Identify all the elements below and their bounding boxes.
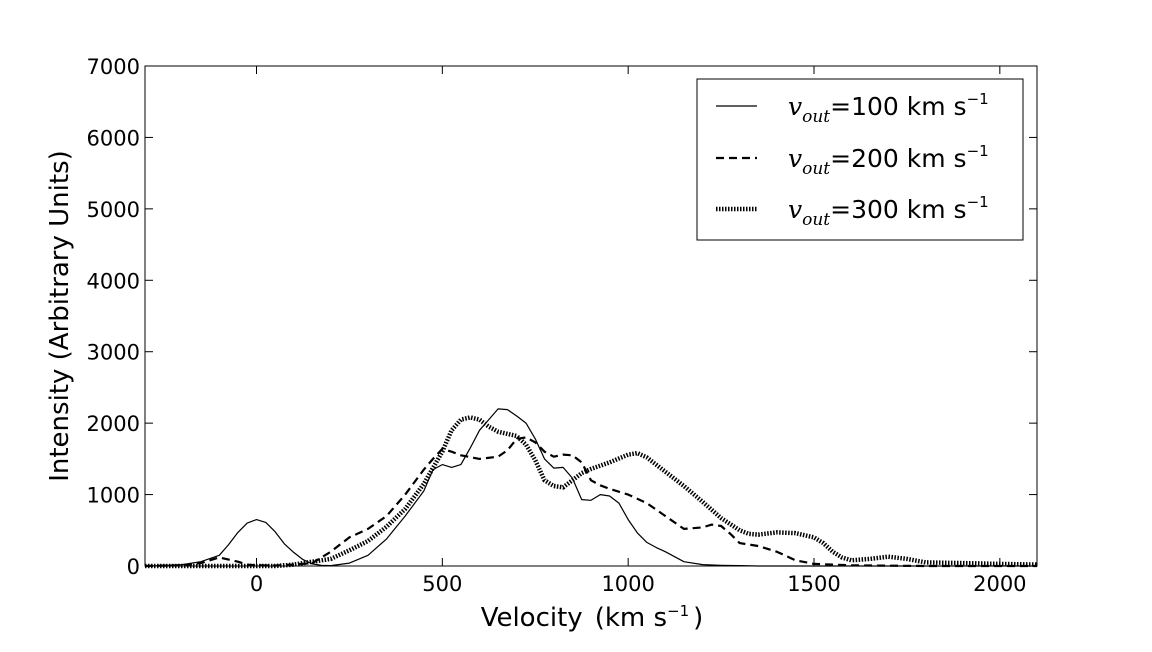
legend: vout=100 km s−1 vout=200 km s−1 vout=300…: [696, 78, 1024, 241]
x-tick-label: 0: [250, 572, 263, 596]
y-tick-label: 6000: [87, 126, 140, 150]
x-tick-label: 1000: [601, 572, 654, 596]
y-tick-label: 1000: [87, 484, 140, 508]
plot-frame: [144, 65, 1038, 567]
series-line-2: [145, 415, 1038, 569]
y-tick-label: 0: [127, 555, 140, 579]
series-layer: [144, 408, 1038, 569]
x-tick-label: 2000: [973, 572, 1026, 596]
y-tick-label: 7000: [87, 55, 140, 79]
series-line-0: [144, 408, 1037, 567]
y-axis-title: Intensity (Arbitrary Units): [45, 150, 75, 482]
legend-label-series-1: vout=200 km s−1: [788, 142, 989, 179]
legend-label-series-0: vout=100 km s−1: [788, 90, 989, 127]
series-line-1: [144, 436, 1037, 568]
y-tick-label: 5000: [87, 198, 140, 222]
y-tick-label: 4000: [87, 269, 140, 293]
legend-label-series-2: vout=300 km s−1: [788, 193, 989, 230]
x-axis-title: Velocity (km s−1): [481, 602, 704, 633]
y-tick-label: 2000: [87, 412, 140, 436]
x-tick-label: 1500: [787, 572, 840, 596]
y-tick-label: 3000: [87, 341, 140, 365]
x-tick-label: 500: [422, 572, 462, 596]
ticks-layer: 0 500 1000 1500 2000 0 1000 2000 3000 4000 5000 600…: [87, 55, 1037, 596]
